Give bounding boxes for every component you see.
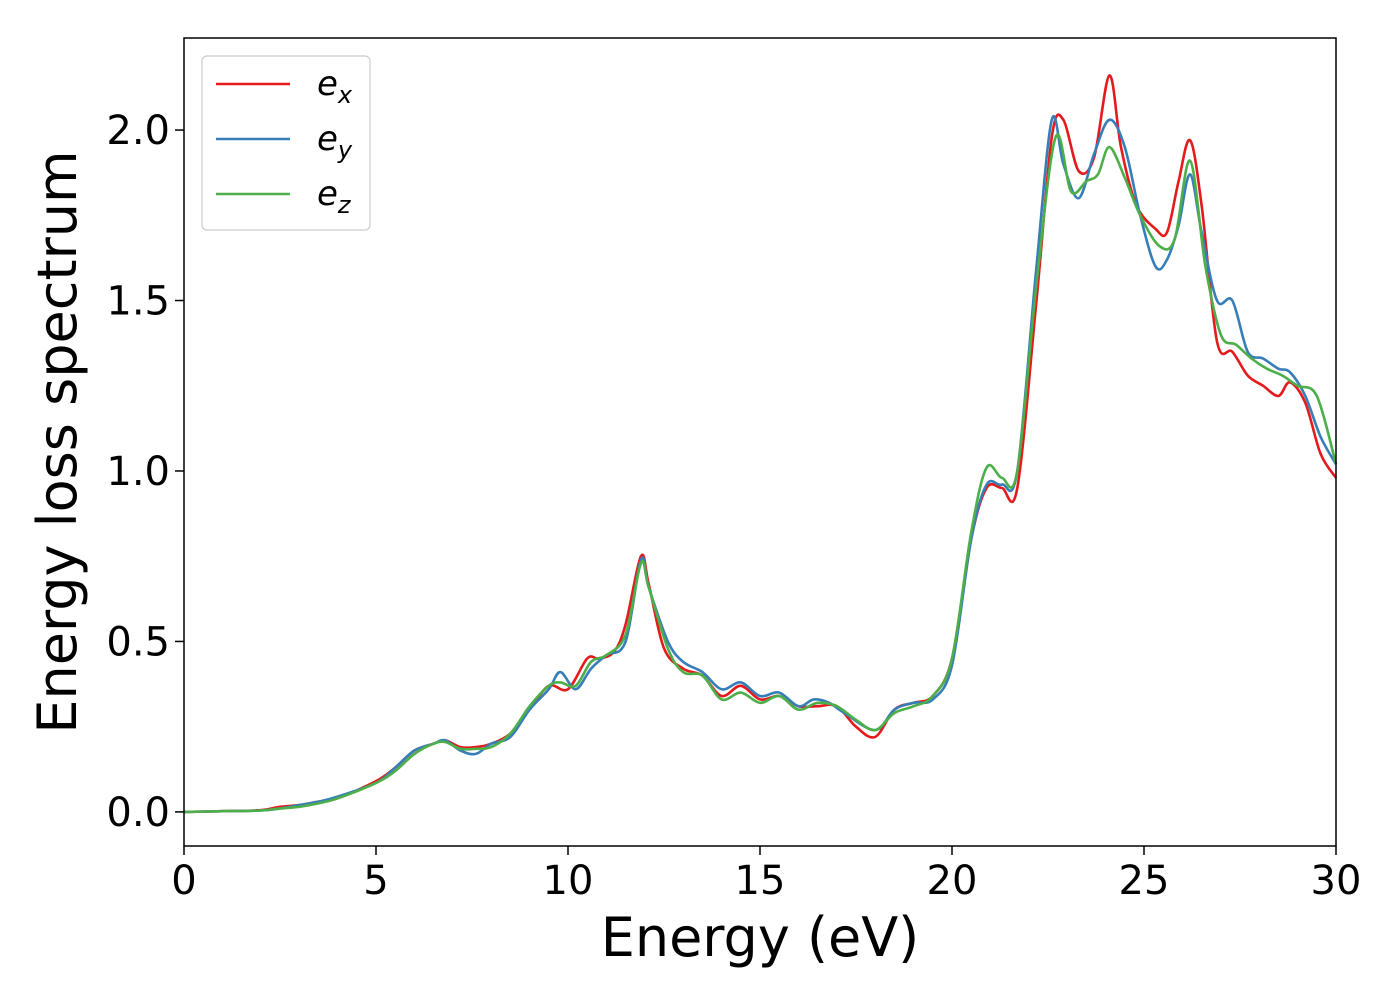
- x-tick-label: 10: [543, 858, 594, 904]
- legend-label-z: ez: [317, 174, 352, 219]
- y-tick-label: 0.5: [106, 619, 170, 665]
- y-tick-label: 1.5: [106, 279, 170, 325]
- y-tick-label: 1.0: [106, 449, 170, 495]
- x-tick-label: 15: [735, 858, 786, 904]
- legend-label-y: ey: [317, 119, 353, 164]
- x-tick-label: 30: [1311, 858, 1362, 904]
- y-axis: 0.0 0.5 1.0 1.5 2.0: [106, 108, 184, 836]
- series-layer: [183, 74, 1338, 814]
- y-axis-title: Energy loss spectrum: [26, 150, 89, 733]
- series-line-z: [183, 133, 1338, 814]
- x-tick-label: 20: [927, 858, 978, 904]
- x-tick-label: 25: [1119, 858, 1170, 904]
- legend-box: [201, 55, 371, 231]
- legend-label-x: ex: [317, 64, 353, 109]
- x-tick-label: 5: [363, 858, 388, 904]
- x-axis: 0 5 10 15 20 25 30: [171, 846, 1361, 904]
- y-tick-label: 2.0: [106, 108, 170, 154]
- legend: ex ey ez: [201, 55, 371, 231]
- y-tick-label: 0.0: [106, 790, 170, 836]
- x-axis-title: Energy (eV): [601, 906, 920, 969]
- x-tick-label: 0: [171, 858, 196, 904]
